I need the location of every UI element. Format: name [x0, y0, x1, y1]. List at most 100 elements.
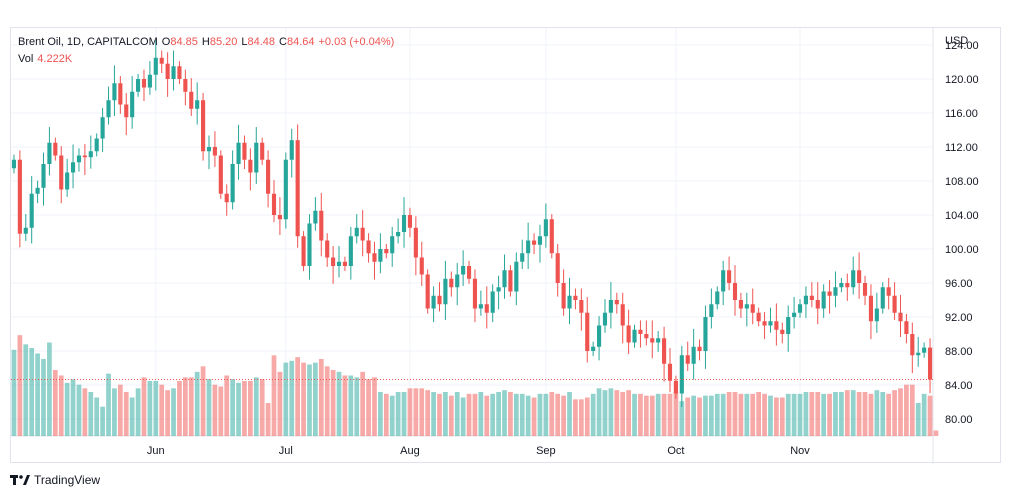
candle-body	[898, 312, 903, 322]
candle	[295, 124, 300, 248]
volume-bar	[52, 370, 58, 436]
candle-body	[656, 338, 661, 343]
volume-bar	[496, 392, 501, 436]
candle	[17, 150, 22, 248]
candle	[520, 239, 525, 269]
candle-body	[100, 117, 105, 139]
candle-body	[750, 304, 755, 313]
volume-bar	[82, 388, 88, 436]
volume-bar	[141, 377, 147, 436]
volume-bar	[785, 393, 791, 436]
candlestick-chart[interactable]: Jun Jul Aug Sep Oct Nov USD 80.00 84.00 88.00 92…	[11, 28, 1002, 464]
time-tick-label: Nov	[790, 445, 810, 457]
candle	[466, 260, 472, 284]
candle	[130, 76, 135, 129]
tradingview-footer[interactable]: TradingView	[10, 473, 100, 487]
candle-body	[319, 210, 324, 241]
candle-body	[774, 321, 779, 330]
candle	[927, 338, 933, 394]
volume-bar	[47, 342, 52, 436]
volume-bar	[242, 381, 247, 436]
volume-bar	[443, 392, 448, 436]
volume-bar	[862, 392, 868, 436]
volume-bar	[655, 393, 661, 436]
candle-body	[283, 159, 288, 220]
candle	[437, 282, 442, 312]
candle-body	[277, 215, 282, 220]
volume-bar	[703, 395, 708, 436]
candle-body	[721, 270, 726, 292]
candle-body	[449, 278, 454, 288]
symbol-label[interactable]: Brent Oil, 1D, CAPITALCOM	[18, 36, 158, 48]
volume-bar	[153, 381, 159, 436]
candle-body	[29, 193, 34, 228]
candle-body	[366, 240, 371, 254]
candle-body	[236, 142, 241, 164]
candle-body	[490, 291, 495, 313]
candle-body	[189, 91, 194, 109]
volume-bar	[389, 395, 395, 436]
volume-bar	[856, 392, 862, 436]
candle	[41, 152, 46, 206]
candle	[254, 127, 259, 184]
volume-bar	[513, 393, 519, 436]
volume-bar	[395, 392, 401, 436]
volume-bar	[324, 366, 330, 436]
candle-body	[461, 266, 466, 275]
volume-bar	[413, 388, 419, 436]
candle-body	[106, 100, 111, 118]
candle-body	[88, 151, 93, 158]
candle-body	[827, 291, 832, 296]
volume-bar	[933, 430, 939, 436]
candle	[212, 131, 217, 167]
candle	[88, 135, 93, 169]
candle	[301, 231, 306, 272]
candle-body	[378, 249, 383, 262]
candle-body	[206, 147, 212, 152]
low-label: L	[241, 36, 248, 48]
candle-body	[124, 104, 129, 118]
candle	[378, 233, 383, 274]
volume-bar	[508, 392, 513, 436]
candle-body	[360, 227, 365, 241]
volume-bar	[366, 379, 371, 436]
candle-body	[667, 363, 673, 381]
volume-bar	[927, 395, 933, 436]
price-tick-label: 108.00	[945, 176, 979, 188]
candle-body	[768, 321, 773, 326]
candle-body	[857, 270, 862, 283]
volume-bar	[638, 393, 643, 436]
high-value: 85.20	[209, 36, 238, 48]
candle	[141, 69, 147, 102]
volume-bar	[519, 393, 525, 436]
volume-bars	[11, 335, 939, 436]
volume-bar	[354, 377, 360, 436]
candle	[916, 336, 921, 367]
candle-body	[354, 227, 359, 237]
candle	[342, 256, 347, 272]
candle-body	[153, 57, 158, 75]
volume-bar	[537, 393, 543, 436]
volume-bar	[756, 392, 762, 436]
candle-body	[780, 329, 785, 334]
volume-bar	[58, 375, 64, 436]
tradingview-logo-icon	[10, 475, 30, 485]
candle	[266, 150, 271, 208]
candle	[201, 93, 206, 161]
volume-bar	[732, 392, 738, 436]
volume-bar	[709, 395, 714, 436]
volume-bar	[129, 397, 135, 436]
volume-bar	[11, 349, 17, 436]
volume-bar	[573, 399, 578, 436]
volume-bar	[531, 397, 537, 436]
volume-bar	[29, 348, 35, 436]
volume-bar	[295, 357, 301, 436]
candle-body	[70, 162, 76, 173]
volume-bar	[484, 395, 490, 436]
candle-body	[797, 304, 803, 313]
candle	[425, 269, 430, 314]
candle	[703, 305, 708, 369]
time-tick-label: Oct	[667, 445, 684, 457]
candle-body	[17, 159, 22, 234]
volume-bar	[360, 371, 366, 436]
